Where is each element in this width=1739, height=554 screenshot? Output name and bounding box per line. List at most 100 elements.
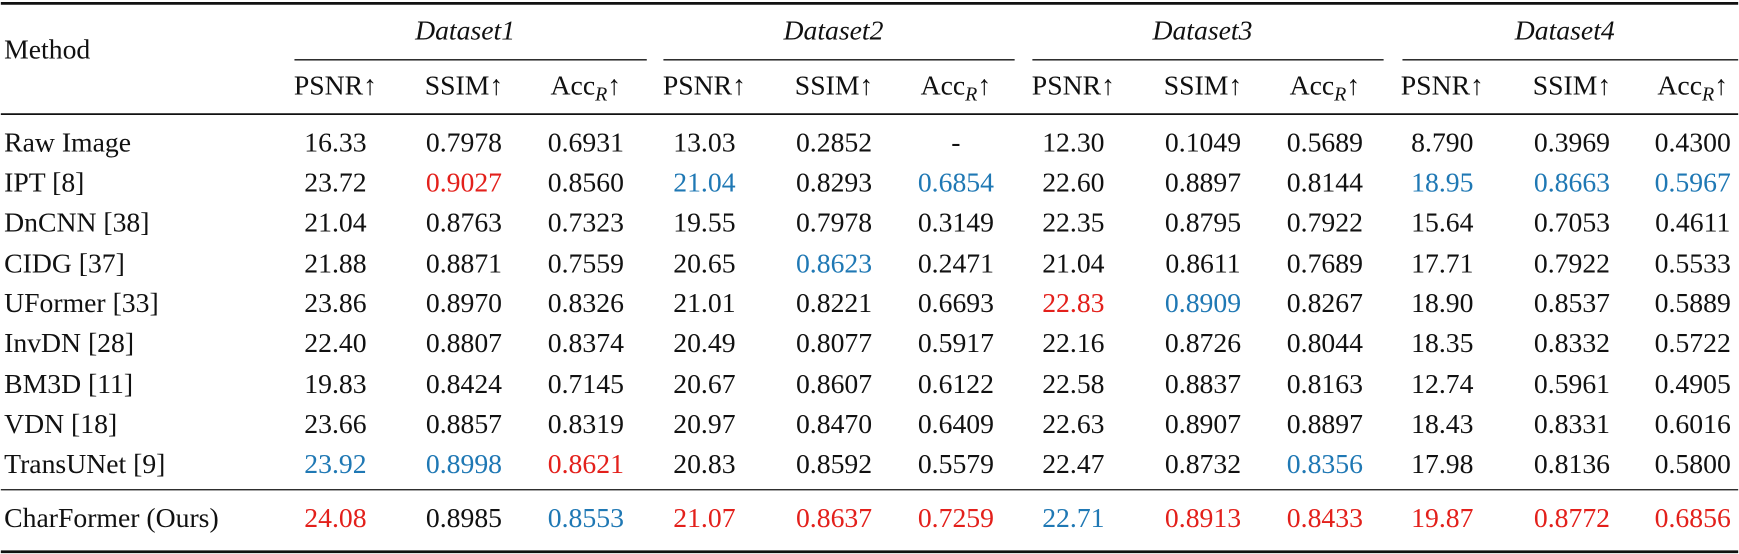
cell: - (951, 127, 960, 158)
cell: 0.4611 (1655, 206, 1730, 237)
cell: 0.7559 (548, 247, 624, 278)
cell: 24.08 (304, 502, 366, 533)
cell: 0.5967 (1655, 166, 1731, 197)
method-name: VDN [18] (4, 408, 117, 439)
column-label: Acc (551, 70, 596, 101)
cell: 0.7978 (796, 206, 872, 237)
cell: 22.35 (1042, 206, 1104, 237)
cell: 21.04 (673, 166, 735, 197)
cell: 0.8970 (426, 287, 502, 318)
column-header: AccR↑ (1657, 70, 1728, 105)
column-header: PSNR↑ (1032, 70, 1115, 101)
cell: 21.01 (673, 287, 735, 318)
cell: 0.5533 (1655, 247, 1731, 278)
column-header: SSIM↑ (795, 70, 873, 101)
column-subscript: R (964, 83, 977, 105)
cell: 22.60 (1042, 166, 1104, 197)
cell: 0.2852 (796, 127, 872, 158)
cell: 0.8592 (796, 448, 872, 479)
cell: 0.8331 (1534, 408, 1610, 439)
cell: 0.8163 (1287, 368, 1363, 399)
cell: 0.3149 (918, 206, 994, 237)
cell: 0.1049 (1165, 127, 1241, 158)
cell: 0.5889 (1655, 287, 1731, 318)
cell: 0.8537 (1534, 287, 1610, 318)
cell: 20.83 (673, 448, 735, 479)
cell: 0.6122 (918, 368, 994, 399)
cell: 0.6931 (548, 127, 624, 158)
cell: 18.95 (1411, 166, 1473, 197)
cell: 0.7259 (918, 502, 994, 533)
cell: 0.8221 (796, 287, 872, 318)
cell: 0.7978 (426, 127, 502, 158)
cell: 20.49 (673, 327, 735, 358)
cell: 0.8726 (1165, 327, 1241, 358)
cell: 0.8621 (548, 448, 624, 479)
column-label: Acc (1290, 70, 1335, 101)
column-label: PSNR↑ (294, 70, 377, 101)
method-name: CIDG [37] (4, 247, 125, 278)
method-name: CharFormer (Ours) (4, 502, 219, 533)
column-header: AccR↑ (551, 70, 622, 105)
cell: 0.6854 (918, 166, 994, 197)
column-header: SSIM↑ (1164, 70, 1242, 101)
cell: 0.5689 (1287, 127, 1363, 158)
cell: 18.35 (1411, 327, 1473, 358)
cell: 0.8607 (796, 368, 872, 399)
cell: 0.9027 (426, 166, 502, 197)
cell: 0.6856 (1655, 502, 1731, 533)
cell: 0.8433 (1287, 502, 1363, 533)
column-header: AccR↑ (1290, 70, 1361, 105)
cell: 0.8332 (1534, 327, 1610, 358)
cell: 0.8553 (548, 502, 624, 533)
cell: 0.5961 (1534, 368, 1610, 399)
column-header: PSNR↑ (663, 70, 746, 101)
column-suffix: ↑ (977, 70, 991, 101)
column-header: SSIM↑ (1533, 70, 1611, 101)
dataset-name: Dataset3 (1151, 15, 1252, 46)
cell: 0.8326 (548, 287, 624, 318)
cell: 22.83 (1042, 287, 1104, 318)
column-label: PSNR↑ (1032, 70, 1115, 101)
column-suffix: ↑ (607, 70, 621, 101)
column-suffix: ↑ (1714, 70, 1728, 101)
cell: 18.90 (1411, 287, 1473, 318)
cell: 22.16 (1042, 327, 1104, 358)
cell: 23.66 (304, 408, 366, 439)
cell: 20.97 (673, 408, 735, 439)
cell: 21.07 (673, 502, 735, 533)
cell: 0.2471 (918, 247, 994, 278)
method-name: IPT [8] (4, 166, 84, 197)
cell: 20.65 (673, 247, 735, 278)
column-label: SSIM↑ (425, 70, 503, 101)
cell: 22.47 (1042, 448, 1104, 479)
column-label: SSIM↑ (1164, 70, 1242, 101)
cell: 17.71 (1411, 247, 1473, 278)
cell: 0.4300 (1655, 127, 1731, 158)
column-header: PSNR↑ (294, 70, 377, 101)
cell: 23.92 (304, 448, 366, 479)
cell: 8.790 (1411, 127, 1473, 158)
cell: 0.7922 (1287, 206, 1363, 237)
cell: 0.8424 (426, 368, 502, 399)
column-suffix: ↑ (1346, 70, 1360, 101)
cell: 0.8913 (1165, 502, 1241, 533)
cell: 19.55 (673, 206, 735, 237)
column-subscript: R (1701, 83, 1714, 105)
cell: 22.40 (304, 327, 366, 358)
method-name: UFormer [33] (4, 287, 159, 318)
cell: 0.7145 (548, 368, 624, 399)
cell: 0.8985 (426, 502, 502, 533)
cell: 21.88 (304, 247, 366, 278)
cell: 0.8293 (796, 166, 872, 197)
column-subscript: R (1333, 83, 1346, 105)
cell: 0.8623 (796, 247, 872, 278)
cell: 21.04 (1042, 247, 1104, 278)
cell: 12.74 (1411, 368, 1473, 399)
cell: 0.8267 (1287, 287, 1363, 318)
method-name: BM3D [11] (4, 368, 133, 399)
cell: 18.43 (1411, 408, 1473, 439)
cell: 0.8795 (1165, 206, 1241, 237)
cell: 0.4905 (1655, 368, 1731, 399)
